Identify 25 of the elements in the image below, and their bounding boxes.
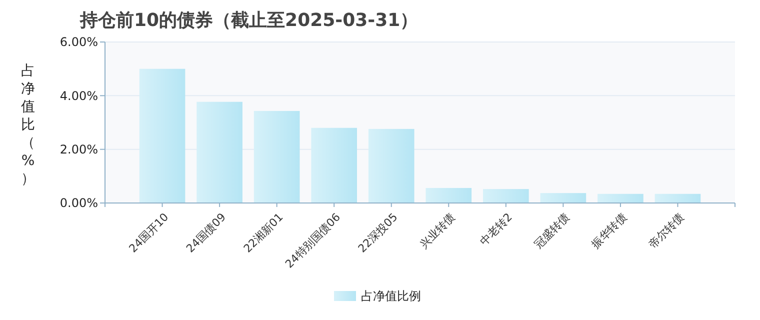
bar: [368, 128, 414, 203]
chart-title: 持仓前10的债券（截止至2025-03-31）: [79, 10, 418, 31]
bar: [196, 102, 242, 203]
bar: [483, 189, 529, 203]
x-tick-label: 兴业转债: [417, 210, 458, 251]
y-axis-title: 占净值比（%）: [21, 63, 35, 187]
x-tick-label: 22深投05: [356, 210, 400, 256]
x-tick-label: 中老转2: [477, 210, 515, 248]
y-tick-label: 6.00%: [60, 35, 98, 50]
x-tick-label: 振华转债: [588, 210, 630, 251]
bar: [311, 128, 357, 203]
x-tick-label: 24国债09: [184, 210, 228, 256]
y-tick-label: 0.00%: [60, 196, 98, 210]
x-tick-label: 冠盛转债: [532, 210, 572, 251]
x-tick-label: 帝尔转债: [646, 210, 687, 251]
x-tick-label: 24国开10: [126, 210, 172, 256]
bar: [654, 194, 701, 203]
bar: [426, 188, 472, 203]
bar: [139, 68, 186, 203]
bar: [540, 193, 586, 203]
y-tick-label: 2.00%: [60, 142, 98, 157]
y-tick-label: 4.00%: [60, 88, 98, 103]
legend-label: 占净值比例: [361, 289, 421, 304]
bar: [254, 110, 300, 203]
bar: [598, 194, 644, 203]
